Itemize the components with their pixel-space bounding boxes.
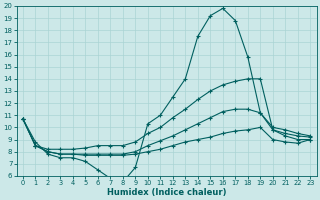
X-axis label: Humidex (Indice chaleur): Humidex (Indice chaleur) [107, 188, 226, 197]
